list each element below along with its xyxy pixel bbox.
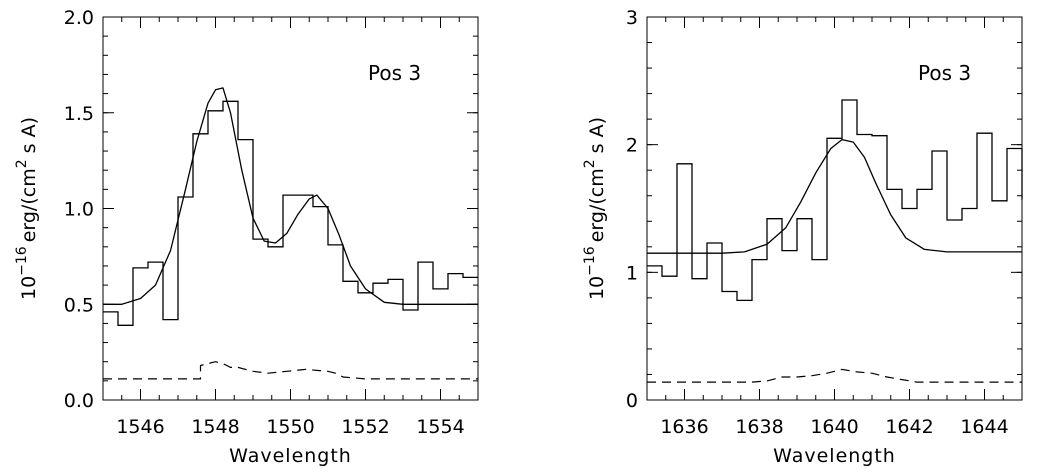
y-label-base: 10	[18, 276, 40, 300]
y-label-unit: erg/(cm	[586, 168, 608, 242]
y-label-sup2: 2	[582, 159, 598, 168]
x-tick-label: 1642	[885, 416, 933, 438]
y-tick-label: 1.5	[64, 103, 94, 125]
pos-annotation: Pos 3	[918, 61, 971, 85]
plot-frame	[102, 16, 479, 401]
error-dashed-line	[647, 368, 1022, 383]
panel-left: 1546 1548 1550 1552 1554 0.0 0.5 1.0 1.5 2.0 Pos 3…	[14, 7, 479, 467]
y-tick-label: 2	[626, 135, 638, 157]
y-tick-label: 0	[626, 390, 638, 412]
observed-histogram-series	[647, 99, 1023, 302]
x-tick-label: 1546	[116, 416, 164, 438]
y-axis-label: 10−16 erg/(cm2 s A)	[582, 117, 608, 300]
x-tick-label: 1638	[735, 416, 783, 438]
x-tick-label: 1550	[266, 416, 314, 438]
gaussian-fit-line	[647, 138, 1022, 254]
x-tick-label: 1644	[960, 416, 1008, 438]
y-tick-label: 1	[626, 262, 638, 284]
y-label-tail: s A)	[18, 117, 40, 159]
y-tick-label: 0.5	[64, 294, 94, 316]
y-tick-label: 1.0	[64, 199, 94, 221]
y-tick-label: 2.0	[64, 7, 94, 29]
y-label-sup2: 2	[14, 159, 30, 168]
y-label-exponent: −16	[582, 246, 598, 276]
x-tick-label: 1554	[416, 416, 464, 438]
error-dashed-line	[103, 361, 478, 380]
y-label-tail: s A)	[586, 117, 608, 159]
y-label-unit: erg/(cm	[18, 168, 40, 242]
panel-right: 1636 1638 1640 1642 1644 0 1 2 3 Pos 3 Wavelength 1…	[582, 7, 1023, 467]
gaussian-fit-line	[103, 87, 478, 305]
x-axis-label: Wavelength	[229, 445, 352, 467]
y-tick-label: 0.0	[64, 390, 94, 412]
y-label-base: 10	[586, 276, 608, 300]
y-tick-label: 3	[626, 7, 638, 29]
y-axis-label: 10−16 erg/(cm2 s A)	[14, 117, 40, 300]
x-tick-label: 1548	[191, 416, 239, 438]
x-tick-label: 1636	[660, 416, 708, 438]
observed-histogram-series	[103, 100, 478, 326]
x-tick-label: 1552	[341, 416, 389, 438]
x-axis-label: Wavelength	[773, 445, 896, 467]
y-label-exponent: −16	[14, 246, 30, 276]
x-tick-label: 1640	[810, 416, 858, 438]
pos-annotation: Pos 3	[368, 61, 421, 85]
